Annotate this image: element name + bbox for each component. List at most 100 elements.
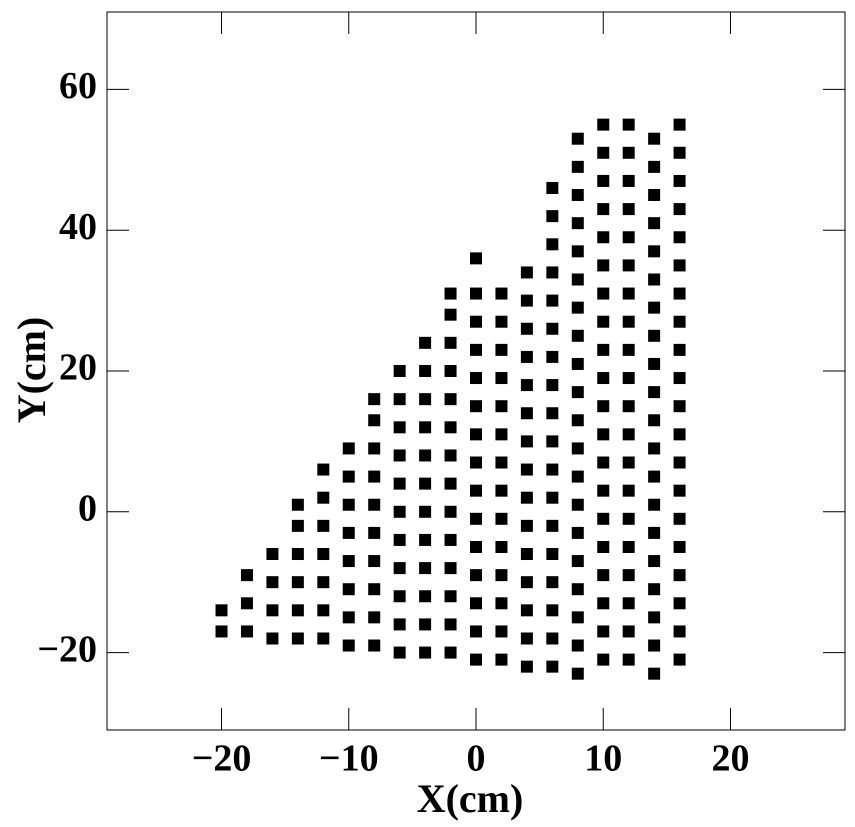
point: [597, 569, 610, 582]
point: [546, 181, 559, 194]
point: [571, 386, 584, 399]
point: [419, 618, 432, 631]
point: [419, 421, 432, 434]
point: [368, 639, 381, 652]
point: [495, 653, 508, 666]
point: [648, 357, 661, 370]
point: [571, 442, 584, 455]
point: [546, 435, 559, 448]
y-tick-label: −20: [37, 628, 97, 670]
point: [520, 604, 533, 617]
point: [673, 400, 686, 413]
point: [419, 393, 432, 406]
point: [622, 231, 635, 244]
point: [470, 400, 482, 413]
point: [622, 146, 635, 159]
point: [546, 350, 559, 363]
point: [317, 491, 330, 504]
point: [470, 315, 482, 328]
point: [673, 540, 686, 553]
point: [673, 625, 686, 638]
point: [622, 484, 635, 497]
point: [444, 365, 457, 377]
point: [495, 484, 508, 497]
point: [419, 646, 432, 659]
point: [546, 322, 559, 335]
point: [571, 526, 584, 539]
point: [673, 231, 686, 244]
point: [470, 456, 482, 469]
point: [495, 625, 508, 638]
point: [495, 597, 508, 610]
point: [648, 583, 661, 596]
point: [546, 266, 559, 279]
point: [546, 491, 559, 504]
point: [342, 526, 355, 539]
point: [444, 505, 457, 518]
point: [546, 660, 559, 673]
point: [393, 365, 406, 377]
point: [597, 118, 610, 131]
point: [673, 118, 686, 131]
point: [673, 203, 686, 216]
point: [317, 576, 330, 589]
point: [342, 442, 355, 455]
point: [520, 350, 533, 363]
point: [571, 329, 584, 342]
point: [673, 287, 686, 300]
point: [622, 315, 635, 328]
point: [571, 611, 584, 624]
point: [622, 653, 635, 666]
point: [470, 512, 482, 525]
point: [571, 357, 584, 370]
point: [419, 533, 432, 546]
point: [546, 294, 559, 307]
point: [648, 639, 661, 652]
point: [648, 442, 661, 455]
point: [673, 512, 686, 525]
point: [571, 555, 584, 568]
point: [597, 540, 610, 553]
point: [393, 421, 406, 434]
point: [622, 569, 635, 582]
point: [495, 400, 508, 413]
point: [520, 379, 533, 392]
point: [597, 203, 610, 216]
x-tick-label: −20: [192, 738, 252, 780]
point: [291, 498, 304, 511]
point: [393, 533, 406, 546]
point: [673, 315, 686, 328]
point: [622, 372, 635, 385]
point: [673, 484, 686, 497]
point: [520, 491, 533, 504]
point: [648, 414, 661, 427]
point: [291, 604, 304, 617]
point: [622, 512, 635, 525]
point: [597, 231, 610, 244]
point: [393, 505, 406, 518]
point: [368, 442, 381, 455]
point: [673, 372, 686, 385]
point: [546, 632, 559, 645]
point: [444, 590, 457, 603]
point: [342, 498, 355, 511]
point: [215, 625, 228, 638]
point: [673, 428, 686, 441]
point: [648, 189, 661, 202]
y-axis-title: Y(cm): [9, 317, 54, 424]
x-tick-label: 0: [467, 738, 486, 780]
point: [673, 146, 686, 159]
point: [520, 576, 533, 589]
point: [520, 660, 533, 673]
point: [648, 526, 661, 539]
point: [393, 618, 406, 631]
point: [648, 470, 661, 483]
point: [495, 456, 508, 469]
point: [520, 266, 533, 279]
point: [393, 477, 406, 490]
point: [444, 393, 457, 406]
point: [444, 287, 457, 300]
point: [673, 259, 686, 272]
point: [622, 259, 635, 272]
